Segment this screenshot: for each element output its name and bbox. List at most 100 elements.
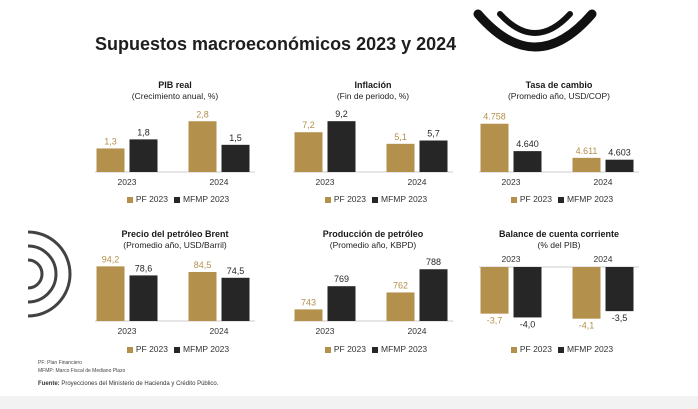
bar-mfmp [129,139,158,172]
x-tick-label: 2023 [502,254,521,264]
legend-label: MFMP 2023 [183,344,230,354]
source-label: Fuente: [38,381,60,387]
x-tick-label: 2023 [316,326,335,336]
chart-plot: 7,2 5,1 9,2 5,7 2023 2024 [293,109,453,187]
legend-swatch-mfmp [174,196,180,203]
legend-swatch-mfmp [174,346,180,353]
legend-swatch-mfmp [372,196,378,203]
chart-plot: 1,3 2,8 1,8 1,5 2023 2024 [95,109,255,187]
chart-legend: PF 2023 MFMP 2023 [479,194,639,204]
bar-pf [188,271,217,321]
data-label: 1,5 [229,133,242,143]
chart-subtitle: (Fin de periodo, %) [336,91,410,101]
bottom-bar [0,396,698,409]
bar-mfmp [513,267,542,318]
legend-swatch-pf [126,346,133,353]
data-label: -4,1 [579,321,595,331]
chart-plot: 743 762 769 788 2023 2024 [293,257,453,336]
x-tick-label: 2024 [594,254,613,264]
data-label: 84,5 [194,260,212,270]
chart-subtitle: (Promedio año, KBPD) [329,240,417,250]
chart-legend: PF 2023 MFMP 2023 [479,344,639,354]
data-label: 1,8 [137,127,150,137]
chart-legend: PF 2023 MFMP 2023 [293,194,453,204]
chart-panel: PIB real (Crecimiento anual, %) 1,3 2,8 1,8 1… [95,80,255,208]
footnote-mfmp: MFMP: Marco Fiscal de Mediano Plazo [38,368,126,374]
data-label: 5,7 [427,129,440,139]
chart-legend: PF 2023 MFMP 2023 [95,194,255,204]
bar-mfmp [513,151,542,172]
data-label: 1,3 [104,136,117,146]
bar-mfmp [327,286,356,321]
legend-swatch-mfmp [558,346,564,353]
legend-swatch-pf [510,346,517,353]
chart-subtitle: (% del PIB) [537,240,581,250]
x-tick-label: 2023 [118,177,137,187]
data-label: 4.758 [483,112,506,122]
chart-panel: Inflación (Fin de periodo, %) 7,2 5,1 9,2 5,7… [293,80,453,208]
legend-swatch-pf [324,346,331,353]
legend-label: PF 2023 [135,344,168,354]
chart-subtitle: (Promedio año, USD/Barril) [123,240,227,250]
bar-mfmp [221,277,250,321]
data-label: 5,1 [394,132,407,142]
bar-mfmp [129,275,158,321]
bar-pf [480,267,509,314]
legend-swatch-pf [510,196,517,203]
legend-swatch-mfmp [558,196,564,203]
x-tick-label: 2023 [316,177,335,187]
x-tick-label: 2024 [594,177,613,187]
bar-pf [572,157,601,172]
chart-plot: -3,7 -4,1 -4,0 -3,5 2023 2024 [479,254,639,331]
data-label: 4.603 [608,148,631,158]
chart-subtitle: (Crecimiento anual, %) [131,91,219,101]
chart-title: Balance de cuenta corriente [498,229,620,239]
data-label: 762 [393,280,408,290]
chart-panel: Tasa de cambio (Promedio año, USD/COP) 4.7… [479,80,639,208]
data-label: 94,2 [102,254,120,264]
data-label: 788 [426,257,441,267]
data-label: 74,5 [227,266,245,276]
data-label: 2,8 [196,109,209,119]
chart-title: Precio del petróleo Brent [121,229,229,239]
left-arc-3 [27,258,44,290]
data-label: 7,2 [302,120,315,130]
legend-label: MFMP 2023 [381,344,428,354]
legend-swatch-pf [126,196,133,203]
page-title: Supuestos macroeconómicos 2023 y 2024 [95,34,457,54]
bar-pf [294,309,323,321]
chart-subtitle: (Promedio año, USD/COP) [507,91,611,101]
legend-label: MFMP 2023 [381,194,428,204]
top-right-arc-outer [473,9,597,52]
chart-title: Inflación [354,80,392,90]
x-tick-label: 2023 [502,177,521,187]
data-label: 4.640 [516,139,539,149]
chart-plot: 4.758 4.611 4.640 4.603 2023 2024 [479,112,639,187]
chart-title: Tasa de cambio [525,80,593,90]
legend-label: MFMP 2023 [567,194,614,204]
bar-pf [480,123,509,172]
footnote-pf: PF: Plan Financiero [38,360,82,366]
data-label: -3,5 [612,313,628,323]
left-arc-1 [27,230,72,318]
legend-swatch-mfmp [372,346,378,353]
data-label: 9,2 [335,109,348,119]
legend-label: PF 2023 [135,194,168,204]
bar-mfmp [419,140,448,172]
bar-pf [294,132,323,172]
legend-label: PF 2023 [333,344,366,354]
x-tick-label: 2024 [210,177,229,187]
chart-title: PIB real [158,80,192,90]
bar-pf [188,121,217,172]
bar-mfmp [419,269,448,321]
legend-swatch-pf [324,196,331,203]
chart-title: Producción de petróleo [322,229,424,239]
data-label: -4,0 [520,319,536,329]
data-label: -3,7 [487,316,503,326]
chart-legend: PF 2023 MFMP 2023 [293,344,453,354]
chart-legend: PF 2023 MFMP 2023 [95,344,255,354]
data-label: 78,6 [135,263,153,273]
bar-pf [96,266,125,321]
chart-plot: 94,2 84,5 78,6 74,5 2023 2024 [95,254,255,336]
